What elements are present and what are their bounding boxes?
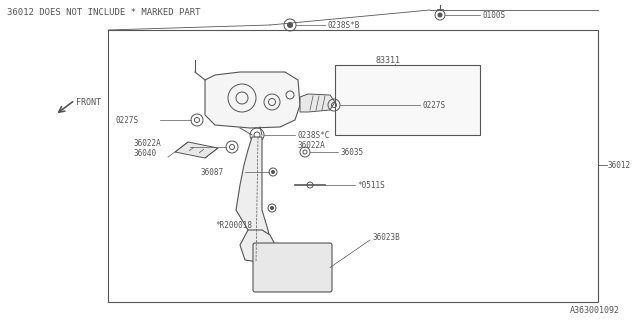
Text: 0100S: 0100S: [482, 11, 505, 20]
Text: 36022A: 36022A: [133, 139, 161, 148]
Bar: [108, 30, 598, 302]
Polygon shape: [240, 230, 278, 262]
Circle shape: [271, 206, 273, 210]
Text: 0238S*B: 0238S*B: [327, 20, 360, 29]
Text: 36040: 36040: [133, 148, 156, 157]
Text: 36023B: 36023B: [372, 234, 400, 243]
Text: *0511S: *0511S: [357, 180, 385, 189]
Text: 36012: 36012: [608, 161, 631, 170]
Bar: [335, 65, 480, 135]
Text: 36087: 36087: [200, 167, 223, 177]
Circle shape: [271, 171, 275, 173]
Text: 36035: 36035: [340, 148, 363, 156]
Text: 0227S: 0227S: [422, 100, 445, 109]
Polygon shape: [236, 137, 272, 262]
Text: A363001092: A363001092: [570, 306, 620, 315]
Circle shape: [438, 13, 442, 17]
Polygon shape: [205, 72, 300, 128]
Circle shape: [287, 22, 292, 28]
Text: *R200018: *R200018: [215, 220, 252, 229]
Text: 83311: 83311: [375, 55, 400, 65]
Text: 36022A: 36022A: [297, 140, 324, 149]
Text: 36012 DOES NOT INCLUDE * MARKED PART: 36012 DOES NOT INCLUDE * MARKED PART: [7, 8, 200, 17]
Polygon shape: [175, 142, 218, 158]
FancyBboxPatch shape: [253, 243, 332, 292]
Text: 0238S*C: 0238S*C: [297, 131, 330, 140]
Text: 0227S: 0227S: [115, 116, 138, 124]
Polygon shape: [300, 94, 335, 112]
Text: FRONT: FRONT: [76, 98, 101, 107]
